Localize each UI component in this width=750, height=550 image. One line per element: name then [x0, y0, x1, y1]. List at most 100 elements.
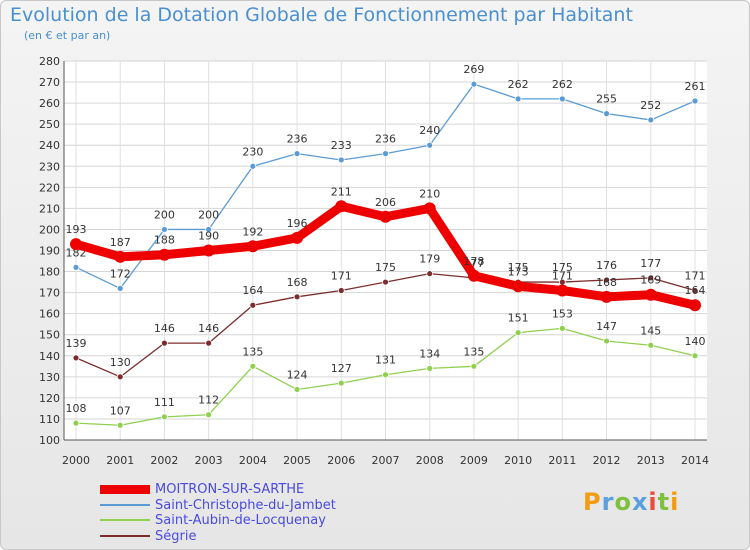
- data-point-saint-aubin-de-locquenay: [514, 329, 522, 337]
- data-point-saint-christophe-du-jambet: [72, 263, 80, 271]
- data-point-saint-aubin-de-locquenay: [337, 379, 345, 387]
- data-point-saint-aubin-de-locquenay: [470, 362, 478, 370]
- y-tick-label: 240: [39, 139, 60, 152]
- data-label-s-grie: 177: [640, 257, 661, 270]
- y-tick-label: 110: [39, 413, 60, 426]
- data-point-s-grie: [205, 339, 213, 347]
- data-label-s-grie: 146: [154, 322, 175, 335]
- data-label-s-grie: 171: [331, 270, 352, 283]
- legend-label: Saint-Christophe-du-Jambet: [155, 497, 336, 513]
- data-point-saint-aubin-de-locquenay: [72, 419, 80, 427]
- data-label-saint-christophe-du-jambet: 230: [242, 145, 263, 158]
- data-point-moitron-sur-sarthe: [689, 299, 701, 312]
- x-tick-label: 2007: [372, 454, 400, 467]
- y-tick-label: 170: [39, 287, 60, 300]
- data-point-saint-christophe-du-jambet: [337, 156, 345, 164]
- data-label-saint-aubin-de-locquenay: 108: [66, 402, 87, 415]
- y-tick-label: 100: [39, 434, 60, 447]
- y-tick-label: 220: [39, 181, 60, 194]
- data-point-moitron-sur-sarthe: [423, 202, 436, 215]
- data-label-saint-christophe-du-jambet: 200: [198, 208, 219, 221]
- data-point-saint-aubin-de-locquenay: [691, 352, 699, 360]
- data-label-saint-aubin-de-locquenay: 124: [287, 368, 308, 381]
- y-tick-label: 120: [39, 392, 60, 405]
- data-point-s-grie: [337, 287, 345, 294]
- data-point-saint-christophe-du-jambet: [603, 110, 610, 118]
- data-label-saint-christophe-du-jambet: 172: [110, 267, 131, 280]
- data-label-saint-christophe-du-jambet: 236: [375, 133, 396, 146]
- data-point-saint-christophe-du-jambet: [647, 116, 655, 124]
- data-label-moitron-sur-sarthe: 190: [198, 230, 219, 243]
- data-label-moitron-sur-sarthe: 173: [508, 265, 529, 278]
- data-label-moitron-sur-sarthe: 168: [596, 276, 617, 289]
- data-label-s-grie: 168: [287, 276, 308, 289]
- data-label-moitron-sur-sarthe: 171: [552, 270, 573, 283]
- data-point-moitron-sur-sarthe: [600, 290, 613, 303]
- data-point-saint-aubin-de-locquenay: [647, 341, 655, 349]
- data-label-saint-christophe-du-jambet: 262: [508, 78, 529, 91]
- data-point-saint-christophe-du-jambet: [470, 80, 478, 88]
- data-label-s-grie: 176: [596, 259, 617, 272]
- data-label-saint-aubin-de-locquenay: 135: [242, 345, 263, 358]
- data-point-moitron-sur-sarthe: [556, 284, 569, 297]
- data-point-saint-christophe-du-jambet: [426, 141, 434, 149]
- data-point-s-grie: [161, 339, 168, 347]
- data-point-saint-aubin-de-locquenay: [603, 337, 610, 345]
- data-label-saint-christophe-du-jambet: 261: [685, 80, 706, 93]
- y-tick-label: 140: [39, 350, 60, 363]
- legend-label: MOITRON-SUR-SARTHE: [155, 482, 305, 497]
- data-label-s-grie: 130: [110, 356, 131, 369]
- data-label-moitron-sur-sarthe: 192: [242, 225, 263, 238]
- data-label-moitron-sur-sarthe: 178: [463, 255, 484, 268]
- x-tick-label: 2004: [239, 454, 267, 467]
- legend-swatch: [100, 503, 150, 506]
- data-point-moitron-sur-sarthe: [644, 288, 657, 301]
- data-point-saint-christophe-du-jambet: [161, 226, 168, 233]
- data-point-s-grie: [116, 373, 124, 381]
- data-point-moitron-sur-sarthe: [246, 240, 259, 253]
- legend-swatch: [100, 484, 150, 494]
- y-tick-label: 280: [39, 55, 60, 68]
- y-tick-label: 200: [39, 223, 60, 236]
- y-tick-label: 160: [39, 308, 60, 321]
- chart-subtitle: (en € et par an): [24, 29, 111, 42]
- data-point-moitron-sur-sarthe: [70, 238, 82, 251]
- data-label-saint-aubin-de-locquenay: 153: [552, 307, 573, 320]
- data-label-saint-christophe-du-jambet: 240: [419, 124, 440, 137]
- data-label-saint-aubin-de-locquenay: 151: [508, 312, 529, 325]
- y-tick-label: 190: [39, 245, 60, 258]
- data-label-moitron-sur-sarthe: 206: [375, 196, 396, 209]
- data-label-saint-aubin-de-locquenay: 147: [596, 320, 617, 333]
- data-point-s-grie: [382, 278, 389, 286]
- data-label-moitron-sur-sarthe: 188: [154, 234, 175, 247]
- data-point-moitron-sur-sarthe: [512, 280, 525, 293]
- y-tick-label: 150: [39, 329, 60, 342]
- data-point-saint-aubin-de-locquenay: [161, 413, 168, 421]
- data-label-moitron-sur-sarthe: 210: [419, 187, 440, 200]
- data-point-s-grie: [647, 274, 655, 282]
- data-label-moitron-sur-sarthe: 211: [331, 185, 352, 198]
- x-tick-label: 2013: [637, 454, 665, 467]
- x-tick-label: 2003: [195, 454, 223, 467]
- data-point-s-grie: [293, 293, 301, 301]
- x-tick-label: 2012: [593, 454, 621, 467]
- x-tick-label: 2011: [548, 454, 576, 467]
- chart-title: Evolution de la Dotation Globale de Fonc…: [10, 4, 633, 26]
- data-point-moitron-sur-sarthe: [467, 269, 480, 282]
- data-label-saint-christophe-du-jambet: 255: [596, 93, 617, 106]
- legend-label: Ségrie: [155, 528, 197, 544]
- data-point-saint-christophe-du-jambet: [205, 226, 213, 233]
- data-point-s-grie: [426, 270, 434, 278]
- data-label-s-grie: 139: [66, 337, 87, 350]
- data-point-saint-aubin-de-locquenay: [558, 325, 566, 332]
- data-label-saint-aubin-de-locquenay: 135: [463, 345, 484, 358]
- data-label-saint-aubin-de-locquenay: 134: [419, 347, 440, 360]
- data-point-saint-aubin-de-locquenay: [382, 371, 389, 379]
- data-point-saint-christophe-du-jambet: [514, 95, 522, 103]
- data-point-moitron-sur-sarthe: [335, 200, 348, 213]
- data-label-saint-aubin-de-locquenay: 140: [685, 335, 706, 348]
- x-tick-label: 2006: [327, 454, 355, 467]
- y-tick-label: 210: [39, 202, 60, 215]
- data-label-moitron-sur-sarthe: 196: [287, 217, 308, 230]
